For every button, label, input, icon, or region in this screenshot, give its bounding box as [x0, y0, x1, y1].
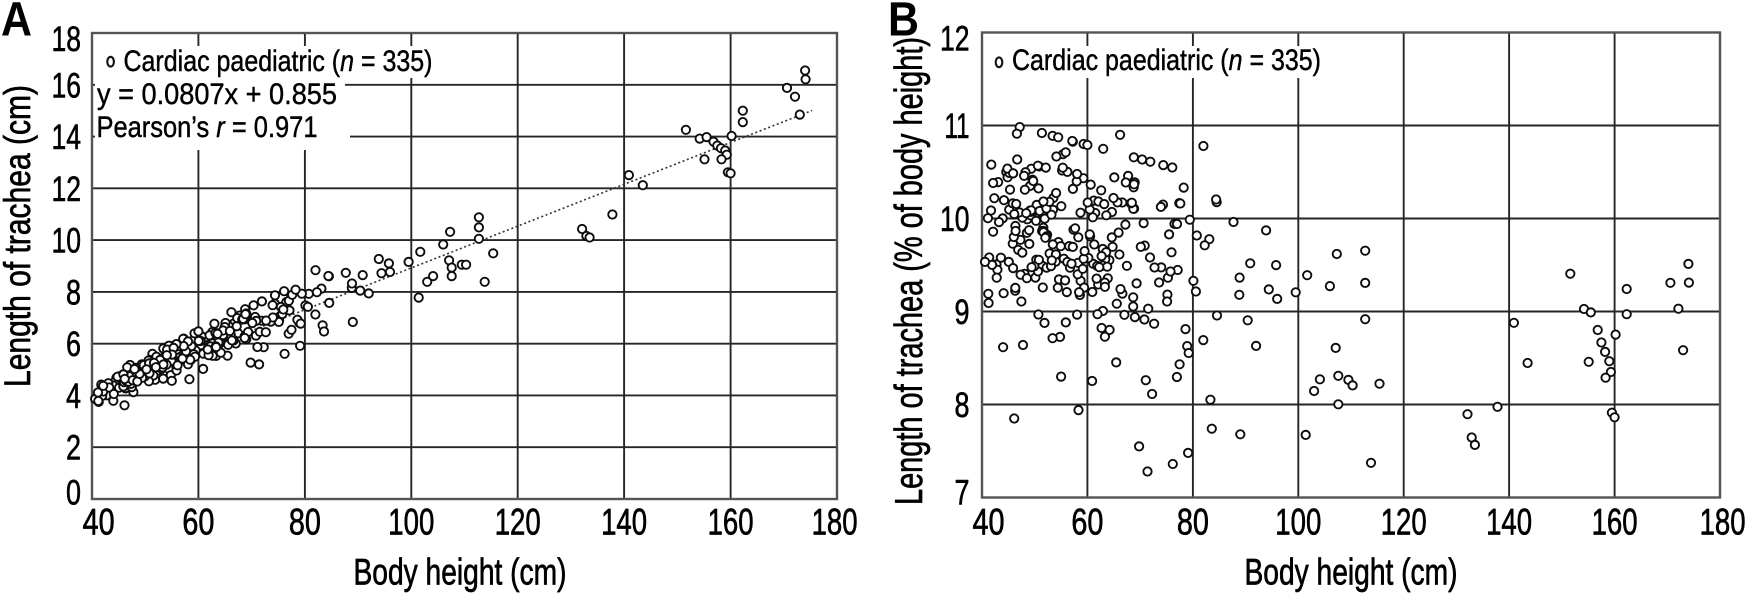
- svg-text:100: 100: [388, 501, 434, 543]
- svg-text:8: 8: [955, 386, 970, 425]
- svg-text:11: 11: [945, 107, 970, 146]
- svg-text:10: 10: [940, 200, 970, 239]
- svg-text:12: 12: [940, 19, 970, 58]
- svg-text:180: 180: [1700, 501, 1746, 543]
- svg-text:120: 120: [495, 501, 541, 543]
- svg-text:80: 80: [1177, 501, 1209, 543]
- svg-text:10: 10: [52, 222, 82, 261]
- svg-text:B: B: [888, 0, 919, 47]
- svg-text:y = 0.0807x + 0.855: y = 0.0807x + 0.855: [97, 78, 337, 111]
- svg-text:Cardiac paediatric (n = 335): Cardiac paediatric (n = 335): [124, 45, 433, 78]
- svg-text:9: 9: [955, 293, 970, 332]
- svg-text:160: 160: [708, 501, 754, 543]
- svg-text:7: 7: [955, 474, 970, 513]
- svg-text:Length of trachea (cm): Length of trachea (cm): [0, 85, 38, 387]
- svg-text:Body height (cm): Body height (cm): [354, 552, 567, 593]
- svg-text:Cardiac paediatric (n = 335): Cardiac paediatric (n = 335): [1012, 44, 1321, 77]
- svg-text:18: 18: [52, 20, 82, 59]
- svg-text:8: 8: [66, 273, 81, 312]
- svg-text:Pearson’s r = 0.971: Pearson’s r = 0.971: [97, 111, 318, 144]
- svg-text:Body height (cm): Body height (cm): [1245, 552, 1458, 593]
- svg-text:120: 120: [1381, 501, 1427, 543]
- svg-text:40: 40: [83, 501, 115, 543]
- svg-text:12: 12: [52, 170, 82, 209]
- svg-text:180: 180: [812, 501, 858, 543]
- svg-text:100: 100: [1275, 501, 1321, 543]
- svg-text:16: 16: [52, 66, 82, 105]
- svg-text:40: 40: [973, 501, 1005, 543]
- svg-text:80: 80: [289, 501, 321, 543]
- svg-text:0: 0: [66, 474, 81, 513]
- svg-text:4: 4: [66, 377, 81, 416]
- svg-text:6: 6: [66, 325, 81, 364]
- svg-text:2: 2: [66, 429, 81, 468]
- svg-text:140: 140: [1486, 501, 1532, 543]
- svg-text:60: 60: [182, 501, 214, 543]
- svg-text:160: 160: [1592, 501, 1638, 543]
- svg-text:60: 60: [1071, 501, 1103, 543]
- svg-text:Length of trachea (% of body h: Length of trachea (% of body height): [888, 37, 931, 505]
- svg-text:14: 14: [52, 118, 82, 157]
- svg-text:A: A: [1, 0, 32, 47]
- svg-text:140: 140: [601, 501, 647, 543]
